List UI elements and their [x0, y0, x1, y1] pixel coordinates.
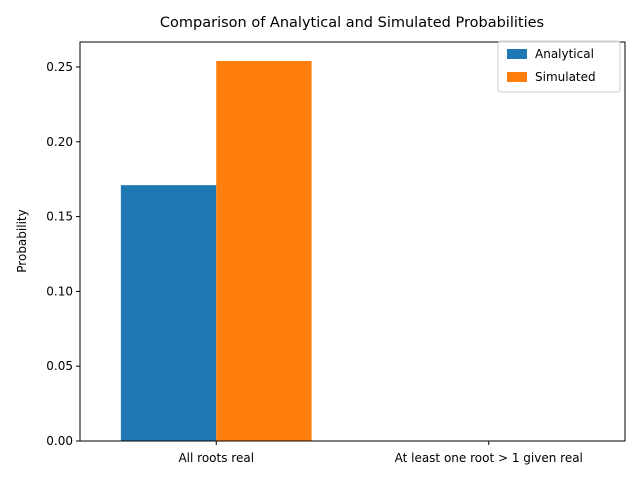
bar-analytical-all-roots-real [120, 185, 217, 441]
plot-frame [79, 41, 626, 442]
legend-label-simulated: Simulated [535, 70, 596, 84]
bar-simulated-all-roots-real [216, 61, 312, 441]
legend-swatch-analytical [507, 49, 527, 59]
legend-frame [497, 40, 621, 93]
legend: Analytical Simulated [497, 40, 621, 93]
y-tick-label: 0.00 [46, 434, 73, 448]
x-tick-label: All roots real [178, 451, 254, 465]
x-tick-label: At least one root > 1 given real [395, 451, 583, 465]
y-tick-label: 0.15 [46, 210, 73, 224]
y-tick-label: 0.20 [46, 135, 73, 149]
bars-layer [120, 61, 312, 441]
y-axis-label: Probability [15, 209, 29, 272]
y-tick-label: 0.05 [46, 359, 73, 373]
legend-label-analytical: Analytical [535, 47, 594, 61]
y-tick-label: 0.25 [46, 60, 73, 74]
legend-swatch-simulated [507, 72, 527, 82]
y-tick-label: 0.10 [46, 284, 73, 298]
x-ticks: All roots real At least one root > 1 give… [178, 441, 583, 465]
chart-title: Comparison of Analytical and Simulated P… [160, 15, 544, 31]
y-ticks: 0.00 0.05 0.10 0.15 0.20 0.25 [46, 60, 80, 448]
